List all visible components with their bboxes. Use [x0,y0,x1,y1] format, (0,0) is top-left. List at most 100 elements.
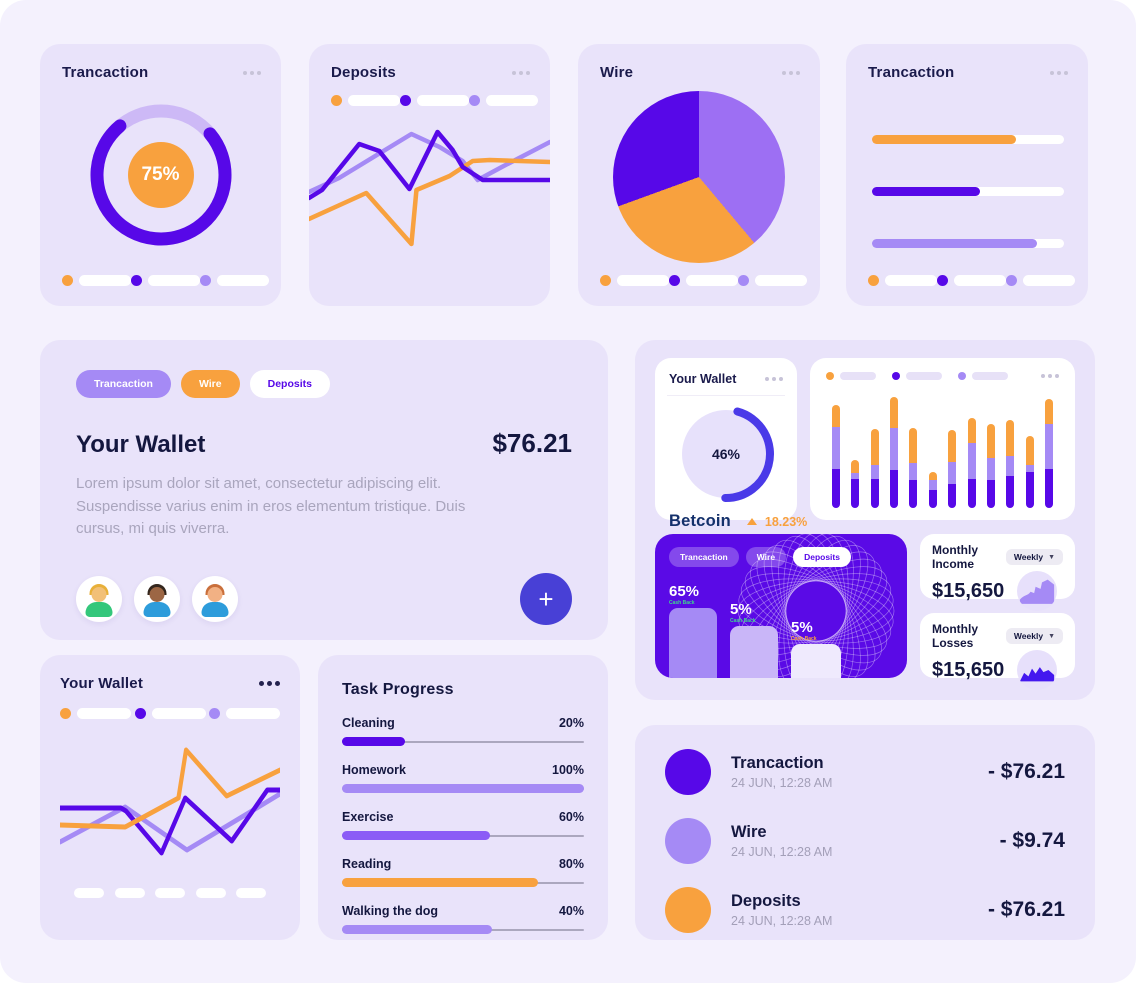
card-title: Your Wallet [669,372,737,386]
chart-legend [60,708,280,719]
period-value: Weekly [1013,631,1044,641]
donut-percent: 75% [127,142,194,208]
tab-wire[interactable]: Wire [745,547,787,567]
more-icon[interactable] [1041,374,1059,378]
task-label: Reading [342,857,392,871]
monthly-losses-card: Monthly Losses Weekly ▼ $15,650 [920,613,1075,690]
task-bar [342,878,584,887]
legend-dot-orange [600,275,611,286]
transaction-donut-card: Trancaction 75% [40,44,281,306]
tab-deposits[interactable]: Deposits [249,370,330,398]
wallet-line-card: Your Wallet [40,655,300,940]
wire-pie-card: Wire [578,44,820,306]
legend-pill [755,275,807,286]
legend-dot-purple [892,372,900,380]
coin-name: Betcoin [669,512,731,530]
legend-pill [954,275,1006,286]
donut-chart: 75% [81,95,241,255]
stacked-bar-chart [826,390,1059,508]
bar [730,626,778,678]
income-area-chart [1017,571,1057,611]
legend-pill [148,275,200,286]
add-button[interactable]: + [520,572,572,625]
more-icon[interactable] [243,70,261,75]
task-bar [342,925,584,934]
legend-dot-lilac [200,275,211,286]
legend-dot-purple [400,95,411,106]
tab-trancaction[interactable]: Trancaction [669,547,739,567]
transaction-row[interactable]: Wire 24 JUN, 12:28 AM - $9.74 [665,818,1065,864]
donut-ring [90,104,231,246]
person-avatar-icon[interactable] [134,575,180,622]
task-row: Exercise 60% [342,810,584,840]
legend-dot-purple [134,708,146,719]
cashback-tabs: Trancaction Wire Deposits [669,547,893,567]
more-icon[interactable] [1050,70,1068,75]
wallet-line-chart [60,747,280,856]
legend-pill [1023,275,1075,286]
task-percent: 60% [558,810,584,824]
stacked-bar [1025,436,1034,508]
bar [669,608,717,678]
legend-pill [217,275,269,286]
wallet-description: Lorem ipsum dolor sit amet, consectetur … [76,475,466,537]
mini-wallet-card: Your Wallet 46% Betcoin 18.23% [655,358,807,530]
more-icon[interactable] [765,377,783,381]
period-dropdown[interactable]: Weekly ▼ [1005,549,1063,565]
transaction-date: 24 JUN, 12:28 AM [731,914,833,928]
percent-sublabel: Cash Back [791,636,817,642]
card-title: Monthly Income [932,543,978,571]
more-icon[interactable] [512,70,530,75]
triangle-up-icon [746,518,757,525]
cashback-bars: 65% Cash Back 5% Cash Back 5% Cash Back [669,584,841,678]
transaction-row[interactable]: Trancaction 24 JUN, 12:28 AM - $76.21 [665,749,1065,795]
chart-legend [868,275,1075,286]
legend-pill [686,275,738,286]
transaction-date: 24 JUN, 12:28 AM [731,845,833,859]
donut-percent: 46% [711,446,741,462]
task-row: Homework 100% [342,763,584,793]
percent-label: 5% [730,601,752,618]
task-label: Cleaning [342,716,395,730]
more-icon[interactable] [259,681,280,686]
wire-pie-chart [613,91,785,263]
transaction-name: Deposits [731,892,801,910]
caret-down-icon: ▼ [1048,632,1055,640]
spirograph-pattern [737,534,895,678]
legend-dot-lilac [738,275,749,286]
bar-track [872,135,1064,144]
stacked-bar [967,418,976,508]
legend-pill [151,708,206,719]
legend-dot-lilac [1006,275,1017,286]
person-avatar-icon[interactable] [76,575,122,622]
percent-label: 5% [791,619,813,636]
legend-pill [417,95,469,106]
task-percent: 20% [558,716,584,730]
more-icon[interactable] [782,70,800,75]
task-row: Walking the dog 40% [342,904,584,934]
legend-pill [972,372,1008,380]
period-dropdown[interactable]: Weekly ▼ [1005,628,1063,644]
transaction-name: Wire [731,823,767,841]
tab-deposits[interactable]: Deposits [793,547,851,567]
legend-dot-orange [826,372,834,380]
tab-trancaction[interactable]: Trancaction [76,370,171,398]
bar [791,644,841,678]
tab-wire[interactable]: Wire [180,370,240,398]
person-avatar-icon[interactable] [192,575,238,622]
losses-area-chart [1017,650,1057,690]
task-label: Homework [342,763,406,777]
task-bar [342,737,584,746]
wallet-tabs: Trancaction Wire Deposits [76,370,572,398]
transaction-row[interactable]: Deposits 24 JUN, 12:28 AM - $76.21 [665,887,1065,933]
chart-legend [600,275,807,286]
legend-dot-orange [331,95,342,106]
chart-legend [331,95,538,106]
stacked-bar [986,424,995,508]
legend-dot-orange [62,275,73,286]
transaction-date: 24 JUN, 12:28 AM [731,776,833,790]
transaction-dot [665,818,711,864]
chart-legend [826,372,1008,380]
legend-pill [885,275,937,286]
wallet-balance: $76.21 [492,428,572,458]
